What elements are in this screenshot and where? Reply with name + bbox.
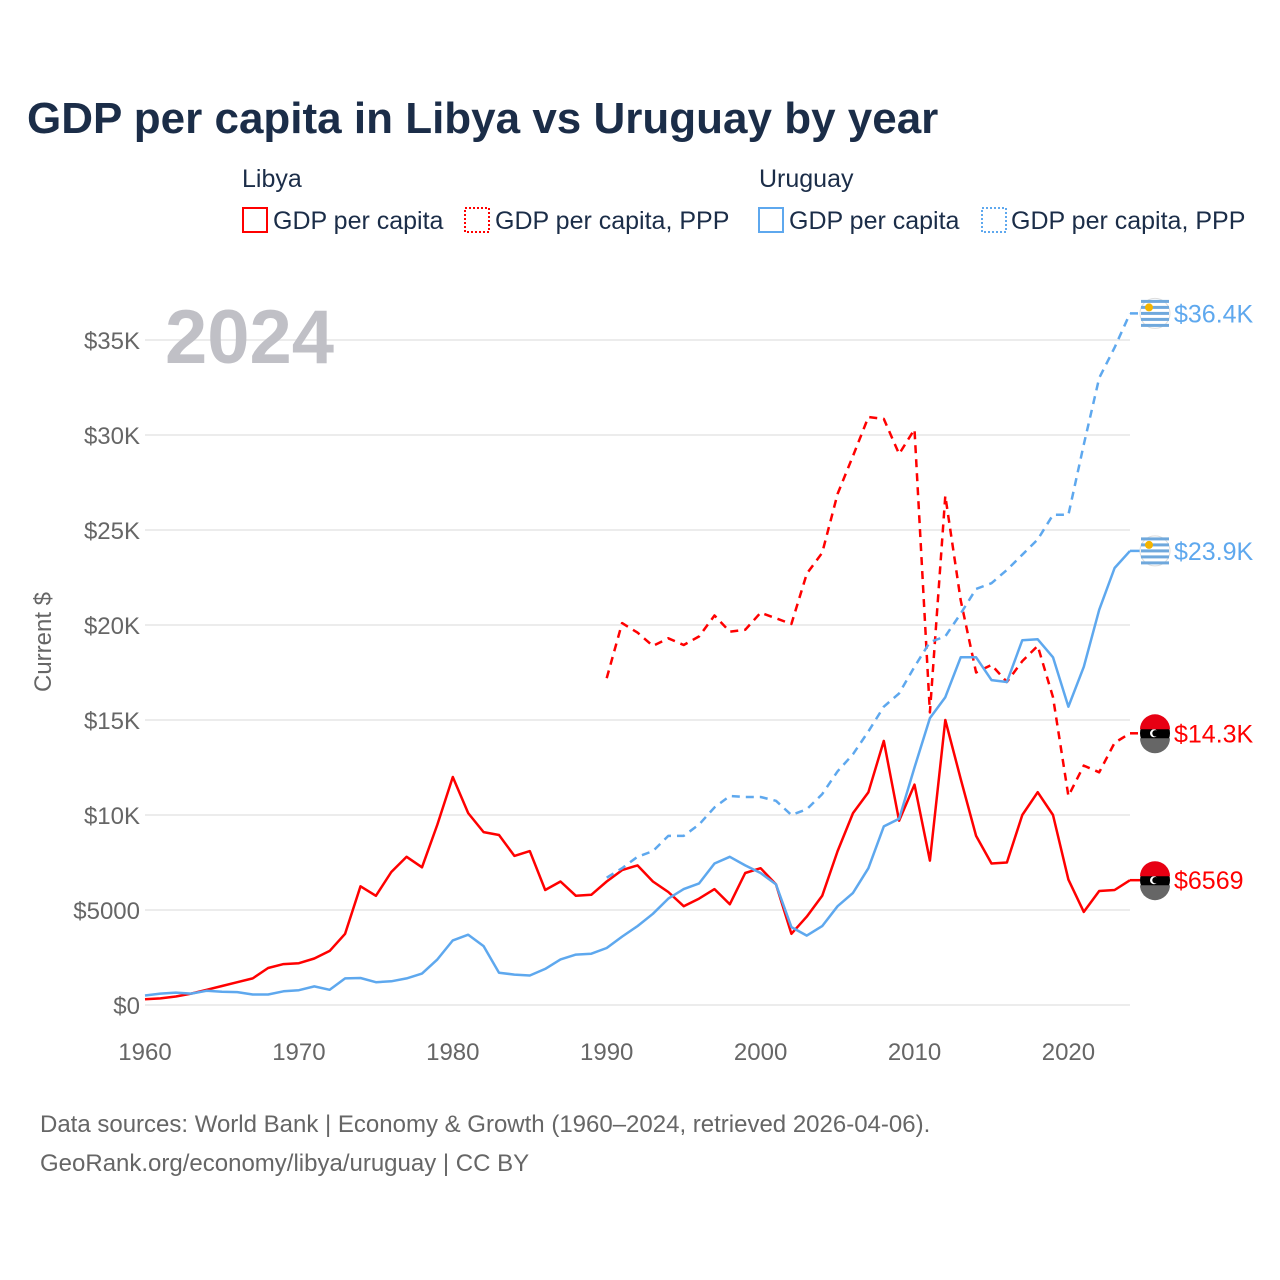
y-tick-label: $5000 bbox=[73, 898, 140, 925]
year-watermark: 2024 bbox=[165, 295, 334, 380]
end-value-label: $14.3K bbox=[1174, 720, 1254, 748]
end-value-label: $6569 bbox=[1174, 867, 1244, 895]
source-line-2[interactable]: GeoRank.org/economy/libya/uruguay | CC B… bbox=[40, 1150, 529, 1177]
y-tick-label: $30K bbox=[84, 423, 140, 450]
y-tick-label: $35K bbox=[84, 328, 140, 355]
x-tick-label: 1960 bbox=[118, 1039, 171, 1066]
series-line-libya-gdp-per-capita-ppp bbox=[605, 415, 1131, 798]
legend-swatch-libya-ppp bbox=[464, 207, 490, 233]
x-axis: 1960 1970 1980 1990 2000 2010 2020 bbox=[118, 1039, 1095, 1066]
end-value-label: $36.4K bbox=[1174, 300, 1254, 328]
legend-label-uruguay-gdp[interactable]: GDP per capita bbox=[789, 207, 960, 235]
y-tick-label: $20K bbox=[84, 613, 140, 640]
uruguay-flag-icon bbox=[1139, 297, 1171, 329]
y-axis: $0 $5000 $10K $15K $20K $25K $30K $35K bbox=[73, 328, 140, 1020]
series-line-libya-gdp-per-capita bbox=[144, 718, 1131, 1001]
series-line-uruguay-gdp-per-capita bbox=[144, 550, 1131, 997]
x-tick-label: 1990 bbox=[580, 1039, 633, 1066]
chart-title: GDP per capita in Libya vs Uruguay by ye… bbox=[27, 94, 938, 143]
legend: Libya GDP per capita GDP per capita, PPP… bbox=[242, 165, 1245, 235]
libya-flag-icon bbox=[1140, 714, 1170, 754]
y-tick-label: $25K bbox=[84, 518, 140, 545]
legend-group-libya: Libya bbox=[242, 165, 302, 193]
x-tick-label: 1970 bbox=[272, 1039, 325, 1066]
series-line-uruguay-gdp-per-capita-ppp bbox=[606, 312, 1132, 879]
y-axis-label: Current $ bbox=[30, 592, 57, 692]
end-labels: $6569 $14.3K $23.9K $36.4K bbox=[1139, 297, 1254, 901]
uruguay-flag-icon bbox=[1139, 535, 1171, 567]
legend-label-libya-ppp[interactable]: GDP per capita, PPP bbox=[495, 207, 729, 235]
legend-swatch-uruguay-gdp bbox=[758, 207, 784, 233]
series-lines bbox=[144, 312, 1140, 1001]
x-tick-label: 2010 bbox=[888, 1039, 941, 1066]
y-tick-label: $10K bbox=[84, 803, 140, 830]
x-tick-label: 1980 bbox=[426, 1039, 479, 1066]
legend-label-uruguay-ppp[interactable]: GDP per capita, PPP bbox=[1011, 207, 1245, 235]
legend-label-libya-gdp[interactable]: GDP per capita bbox=[273, 207, 444, 235]
legend-swatch-uruguay-ppp bbox=[981, 207, 1007, 233]
x-tick-label: 2020 bbox=[1042, 1039, 1095, 1066]
source-line-1: Data sources: World Bank | Economy & Gro… bbox=[40, 1111, 930, 1138]
libya-flag-icon bbox=[1140, 861, 1170, 901]
legend-group-uruguay: Uruguay bbox=[759, 165, 854, 193]
legend-swatch-libya-gdp bbox=[242, 207, 268, 233]
grid bbox=[145, 339, 1130, 1006]
y-tick-label: $0 bbox=[113, 993, 140, 1020]
x-tick-label: 2000 bbox=[734, 1039, 787, 1066]
end-value-label: $23.9K bbox=[1174, 538, 1254, 566]
y-tick-label: $15K bbox=[84, 708, 140, 735]
